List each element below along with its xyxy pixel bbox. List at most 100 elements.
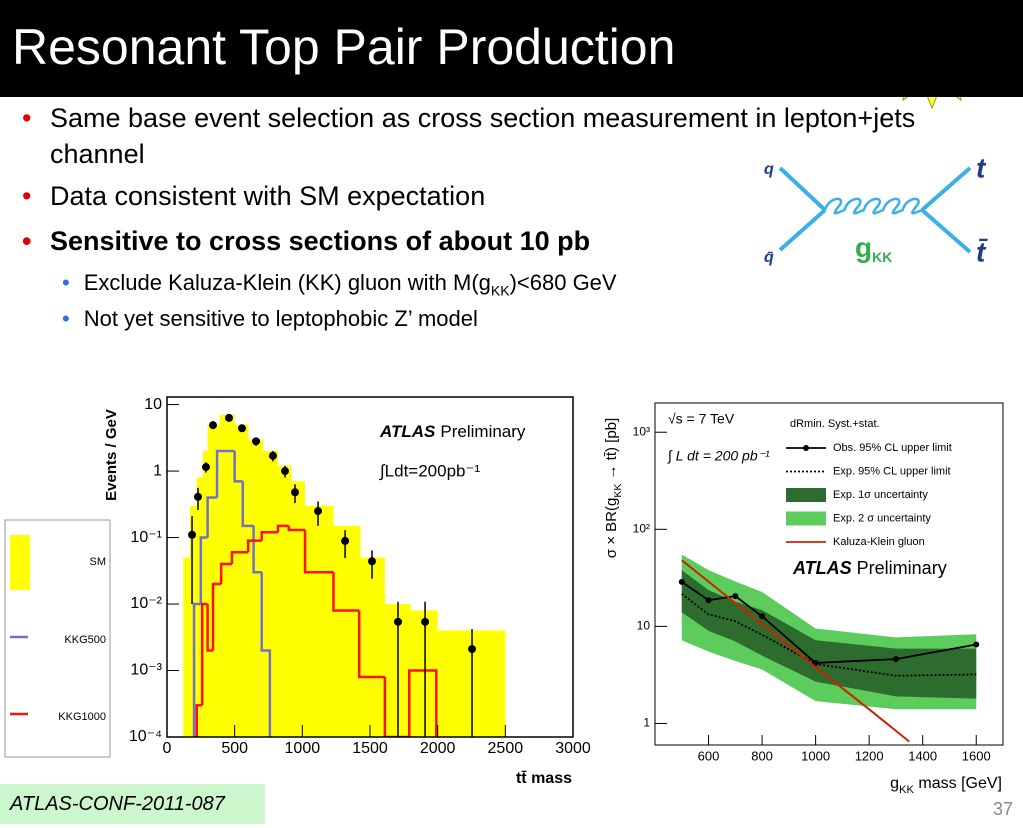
- legend-label: SM: [90, 556, 107, 568]
- fermion-line: [778, 166, 827, 212]
- bullet-text: Same base event selection as cross secti…: [50, 103, 916, 169]
- sub-bullet: • Exclude Kaluza-Klein (KK) gluon with M(…: [62, 270, 617, 299]
- status: Preliminary: [857, 558, 947, 578]
- histogram-bar: [360, 557, 385, 737]
- x-tick-label: 1000: [285, 740, 321, 757]
- annotation: ATLAS Preliminary: [379, 422, 526, 441]
- label-part: → tt̄) [pb]: [603, 418, 620, 484]
- annotation: √s = 7 TeV: [668, 411, 735, 427]
- histogram-step: [287, 525, 306, 532]
- subscript: KK: [490, 282, 510, 299]
- data-point: [237, 424, 246, 433]
- top-label: t: [976, 152, 987, 183]
- sub-bullet-text: )<680 GeV: [509, 270, 617, 295]
- histogram-bar: [305, 505, 334, 737]
- histogram-step: [357, 610, 385, 679]
- histogram-step: [195, 704, 203, 737]
- plot-area: [678, 554, 980, 743]
- x-tick-label: 2500: [488, 740, 524, 757]
- label: gKK: [855, 232, 892, 264]
- histogram-step: [192, 602, 201, 737]
- label-part: σ × BR(g: [603, 498, 620, 559]
- histogram-bar: [207, 424, 220, 737]
- data-point: [193, 492, 202, 501]
- bullet: • Same base event selection as cross sect…: [22, 100, 920, 172]
- limit-point: [973, 641, 980, 648]
- feynman-diagram: [778, 166, 972, 254]
- label-part: g: [855, 232, 872, 263]
- legend-label: Exp. 95% CL upper limit: [833, 465, 951, 477]
- fermion-line: [920, 166, 972, 212]
- histogram-bar: [277, 465, 292, 737]
- slide-title: Resonant Top Pair Production: [12, 19, 676, 75]
- data-point: [314, 507, 323, 516]
- chart-panel: [597, 380, 1023, 790]
- histogram-step: [199, 536, 208, 605]
- fermion-line: [920, 208, 972, 254]
- legend-swatch: [786, 511, 826, 526]
- x-axis-label: tt̄ mass: [516, 769, 572, 787]
- histogram-step: [215, 449, 235, 498]
- data-point: [281, 467, 290, 476]
- histogram-step: [233, 451, 243, 483]
- data-point: [394, 617, 403, 626]
- y-tick-label: 10: [144, 396, 162, 413]
- y-tick-label: 1: [153, 462, 162, 479]
- top-label: t̄: [976, 236, 988, 267]
- bullet: • Sensitive to cross sections of about 10…: [22, 223, 920, 259]
- histogram-step: [260, 531, 278, 541]
- legend-swatch: [10, 535, 30, 590]
- x-tick-label: 3000: [555, 740, 591, 757]
- limit-point: [759, 613, 766, 620]
- limit-line: [681, 593, 977, 677]
- annotation: ∫ L dt = 200 pb⁻¹: [667, 448, 770, 465]
- reference: ATLAS-CONF-2011-087: [0, 784, 265, 824]
- y-axis-label: Events / GeV: [103, 409, 120, 501]
- y-tick-label: 10⁻⁴: [129, 728, 162, 745]
- status: Preliminary: [440, 422, 526, 441]
- histogram-bar: [234, 424, 249, 737]
- histogram-step: [407, 669, 438, 737]
- legend-label: Exp. 1σ uncertainty: [833, 489, 928, 501]
- data-point: [209, 421, 218, 430]
- title-bar: [0, 0, 1023, 97]
- histogram-bar: [219, 414, 235, 737]
- y-tick-label: 10⁻²: [130, 595, 162, 612]
- data-point: [368, 557, 377, 566]
- bullet: • Data consistent with SM expectation: [22, 178, 920, 214]
- limit-point: [732, 593, 739, 600]
- y-tick-label: 1: [643, 716, 650, 730]
- subscript: KK: [899, 784, 914, 796]
- bullet-text: Data consistent with SM expectation: [50, 181, 486, 211]
- y-tick-label: 10⁻³: [130, 662, 162, 679]
- y-tick-label: 10: [637, 619, 651, 633]
- data-point: [224, 413, 233, 422]
- histogram-step: [260, 572, 272, 737]
- data-point: [421, 617, 430, 626]
- histogram-bar: [291, 481, 306, 737]
- subscript: KK: [612, 484, 624, 498]
- histogram-step: [241, 481, 254, 528]
- x-tick-label: 500: [221, 740, 248, 757]
- legend: SM KKG500 KKG1000: [4, 519, 111, 758]
- subscript: KK: [872, 249, 892, 265]
- histogram-step: [332, 572, 360, 612]
- histogram-step: [206, 496, 218, 538]
- histogram-bar: [263, 451, 278, 737]
- legend-swatch: [786, 488, 826, 502]
- x-tick-label: 800: [751, 748, 773, 763]
- x-tick-label: 1600: [962, 748, 991, 763]
- histogram-bar: [333, 525, 361, 737]
- legend-label: KKG1000: [58, 711, 106, 723]
- legend-label: Exp. 2 σ uncertainty: [833, 512, 931, 524]
- histogram-step: [211, 582, 222, 651]
- data-point: [268, 451, 277, 460]
- histogram-bar: [196, 477, 203, 737]
- histogram-bar: [202, 451, 208, 737]
- experiment: ATLAS: [379, 422, 436, 441]
- x-tick-label: 1200: [855, 748, 884, 763]
- uncertainty-band: [681, 570, 977, 699]
- data-point: [468, 645, 477, 654]
- frame: [654, 402, 1004, 746]
